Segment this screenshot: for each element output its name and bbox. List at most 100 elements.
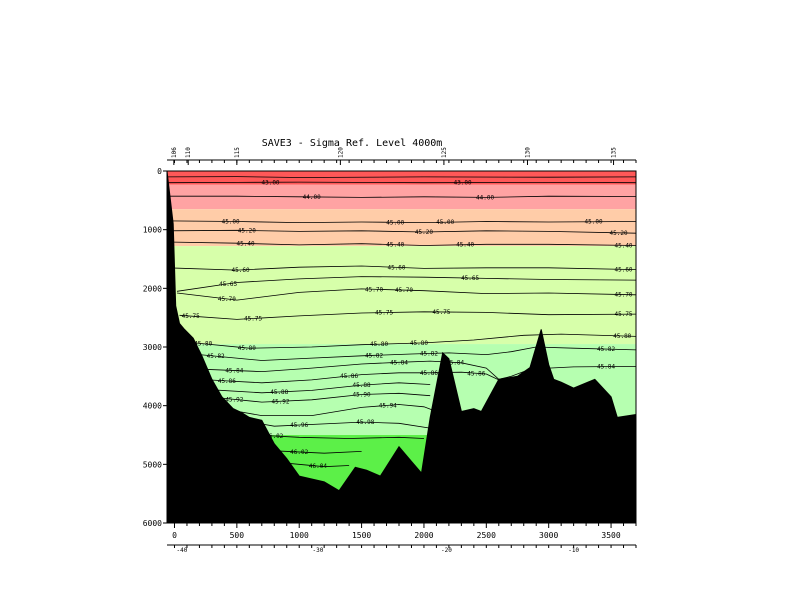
- isoline-label: 45.70: [218, 296, 236, 303]
- isoline: [234, 418, 437, 430]
- isoline: [199, 346, 636, 361]
- seafloor: [166, 170, 637, 524]
- isoline-label: 45.80: [194, 341, 212, 348]
- x-tick-label: 2500: [477, 531, 496, 540]
- isoline-label: 45.82: [365, 352, 383, 359]
- station-label: 125: [441, 147, 448, 158]
- isoline-label: 45.70: [365, 286, 383, 293]
- isoline-label: 45.75: [375, 310, 393, 317]
- bottom-axis-label: -40: [177, 547, 188, 554]
- isoline-label: 45.75: [182, 313, 200, 320]
- isoline-label: 46.02: [290, 449, 308, 456]
- bottom-axis-label: -30: [313, 547, 324, 554]
- station-label: 110: [185, 147, 192, 158]
- isoline: [176, 288, 636, 301]
- y-tick-label: 6000: [143, 519, 162, 528]
- x-tick-label: 1000: [290, 531, 309, 540]
- isoline-label: 44.00: [476, 194, 494, 201]
- isoline-label: 45.20: [238, 227, 256, 234]
- isoline-label: 45.98: [356, 419, 374, 426]
- station-label: 115: [234, 147, 241, 158]
- isoline: [167, 181, 636, 184]
- y-tick-label: 0: [157, 167, 162, 176]
- x-tick-label: 0: [172, 531, 177, 540]
- isoline-label: 45.70: [614, 292, 632, 299]
- isoline-label: 43.00: [261, 179, 279, 186]
- x-tick-label: 1500: [352, 531, 371, 540]
- isoline-labels: 43.00 43.00 44.00 44.00 45.00 45.00 45.00 45.00…: [182, 179, 633, 470]
- isoline-label: 45.86: [467, 370, 485, 377]
- isolines: [167, 176, 636, 468]
- isoline-label: 45.90: [353, 392, 371, 399]
- isoline-label: 45.80: [613, 333, 631, 340]
- isoline-label: 45.00: [436, 219, 454, 226]
- isoline-label: 45.75: [614, 311, 632, 318]
- isoline-label: 45.00: [222, 218, 240, 225]
- isoline-label: 45.75: [244, 316, 262, 323]
- x-tick-label: 3000: [539, 531, 558, 540]
- isoline-label: 45.84: [390, 359, 408, 366]
- isoline: [215, 392, 431, 403]
- y-tick-label: 4000: [143, 402, 162, 411]
- isoline: [255, 434, 425, 439]
- isoline-label: 44.00: [303, 194, 321, 201]
- axes: 0 1000 2000 3000 4000 5000 6000 0 500 1000 1500 200…: [143, 147, 637, 554]
- isoline-label: 45.40: [237, 240, 255, 247]
- isoline-label: 45.20: [610, 230, 628, 237]
- color-band: [167, 171, 636, 185]
- isoline-label: 45.94: [379, 402, 397, 409]
- isoline-label: 45.82: [597, 346, 615, 353]
- isoline-label: 45.60: [387, 264, 405, 271]
- isoline: [221, 404, 437, 416]
- isoline: [167, 229, 636, 234]
- isoline-label: 46.04: [309, 463, 327, 470]
- isoline: [167, 241, 636, 246]
- y-tick-label: 2000: [143, 284, 162, 293]
- isoline: [179, 311, 636, 320]
- isoline-label: 45.86: [340, 373, 358, 380]
- isoline: [167, 265, 636, 271]
- station-label: 135: [611, 147, 618, 158]
- isoline: [167, 220, 636, 224]
- x-tick-label: 500: [230, 531, 245, 540]
- isoline-label: 45.70: [395, 287, 413, 294]
- isoline: [176, 276, 636, 292]
- chart-title: SAVE3 - Sigma Ref. Level 4000m: [262, 138, 443, 149]
- isoline-label: 45.84: [446, 359, 464, 366]
- isoline-label: 45.75: [432, 309, 450, 316]
- isoline-label: 45.92: [225, 396, 243, 403]
- color-band: [167, 246, 636, 345]
- isoline-label: 45.88: [270, 389, 288, 396]
- isoline-label: 45.96: [290, 422, 308, 429]
- isoline-label: 45.80: [370, 341, 388, 348]
- station-label: 130: [524, 147, 531, 158]
- bottom-axis-label: -20: [441, 547, 452, 554]
- y-tick-label: 3000: [143, 343, 162, 352]
- isoline-label: 45.82: [420, 350, 438, 357]
- isoline-label: 45.60: [614, 266, 632, 273]
- isoline: [286, 462, 350, 468]
- isoline-label: 45.65: [219, 281, 237, 288]
- y-tick-label: 5000: [143, 460, 162, 469]
- isoline: [167, 176, 636, 178]
- isoline-label: 45.40: [456, 242, 474, 249]
- isoline-label: 45.40: [614, 242, 632, 249]
- bathymetry: [166, 170, 637, 524]
- isoline-label: 45.92: [271, 398, 289, 405]
- isoline-label: 45.60: [232, 267, 250, 274]
- bottom-axis-label: -10: [568, 547, 579, 554]
- isoline-label: 45.88: [353, 382, 371, 389]
- isoline: [194, 333, 636, 349]
- station-label: 120: [337, 147, 344, 158]
- isoline-label: 46.02: [265, 433, 283, 440]
- x-tick-label: 3500: [601, 531, 620, 540]
- isoline-label: 45.86: [420, 370, 438, 377]
- isoline: [167, 195, 636, 198]
- isoline: [208, 371, 499, 384]
- y-tick-label: 1000: [143, 226, 162, 235]
- isoline-label: 45.84: [597, 364, 615, 371]
- isoline-label: 45.20: [415, 229, 433, 236]
- isoline-label: 45.00: [386, 219, 404, 226]
- isoline: [211, 382, 431, 394]
